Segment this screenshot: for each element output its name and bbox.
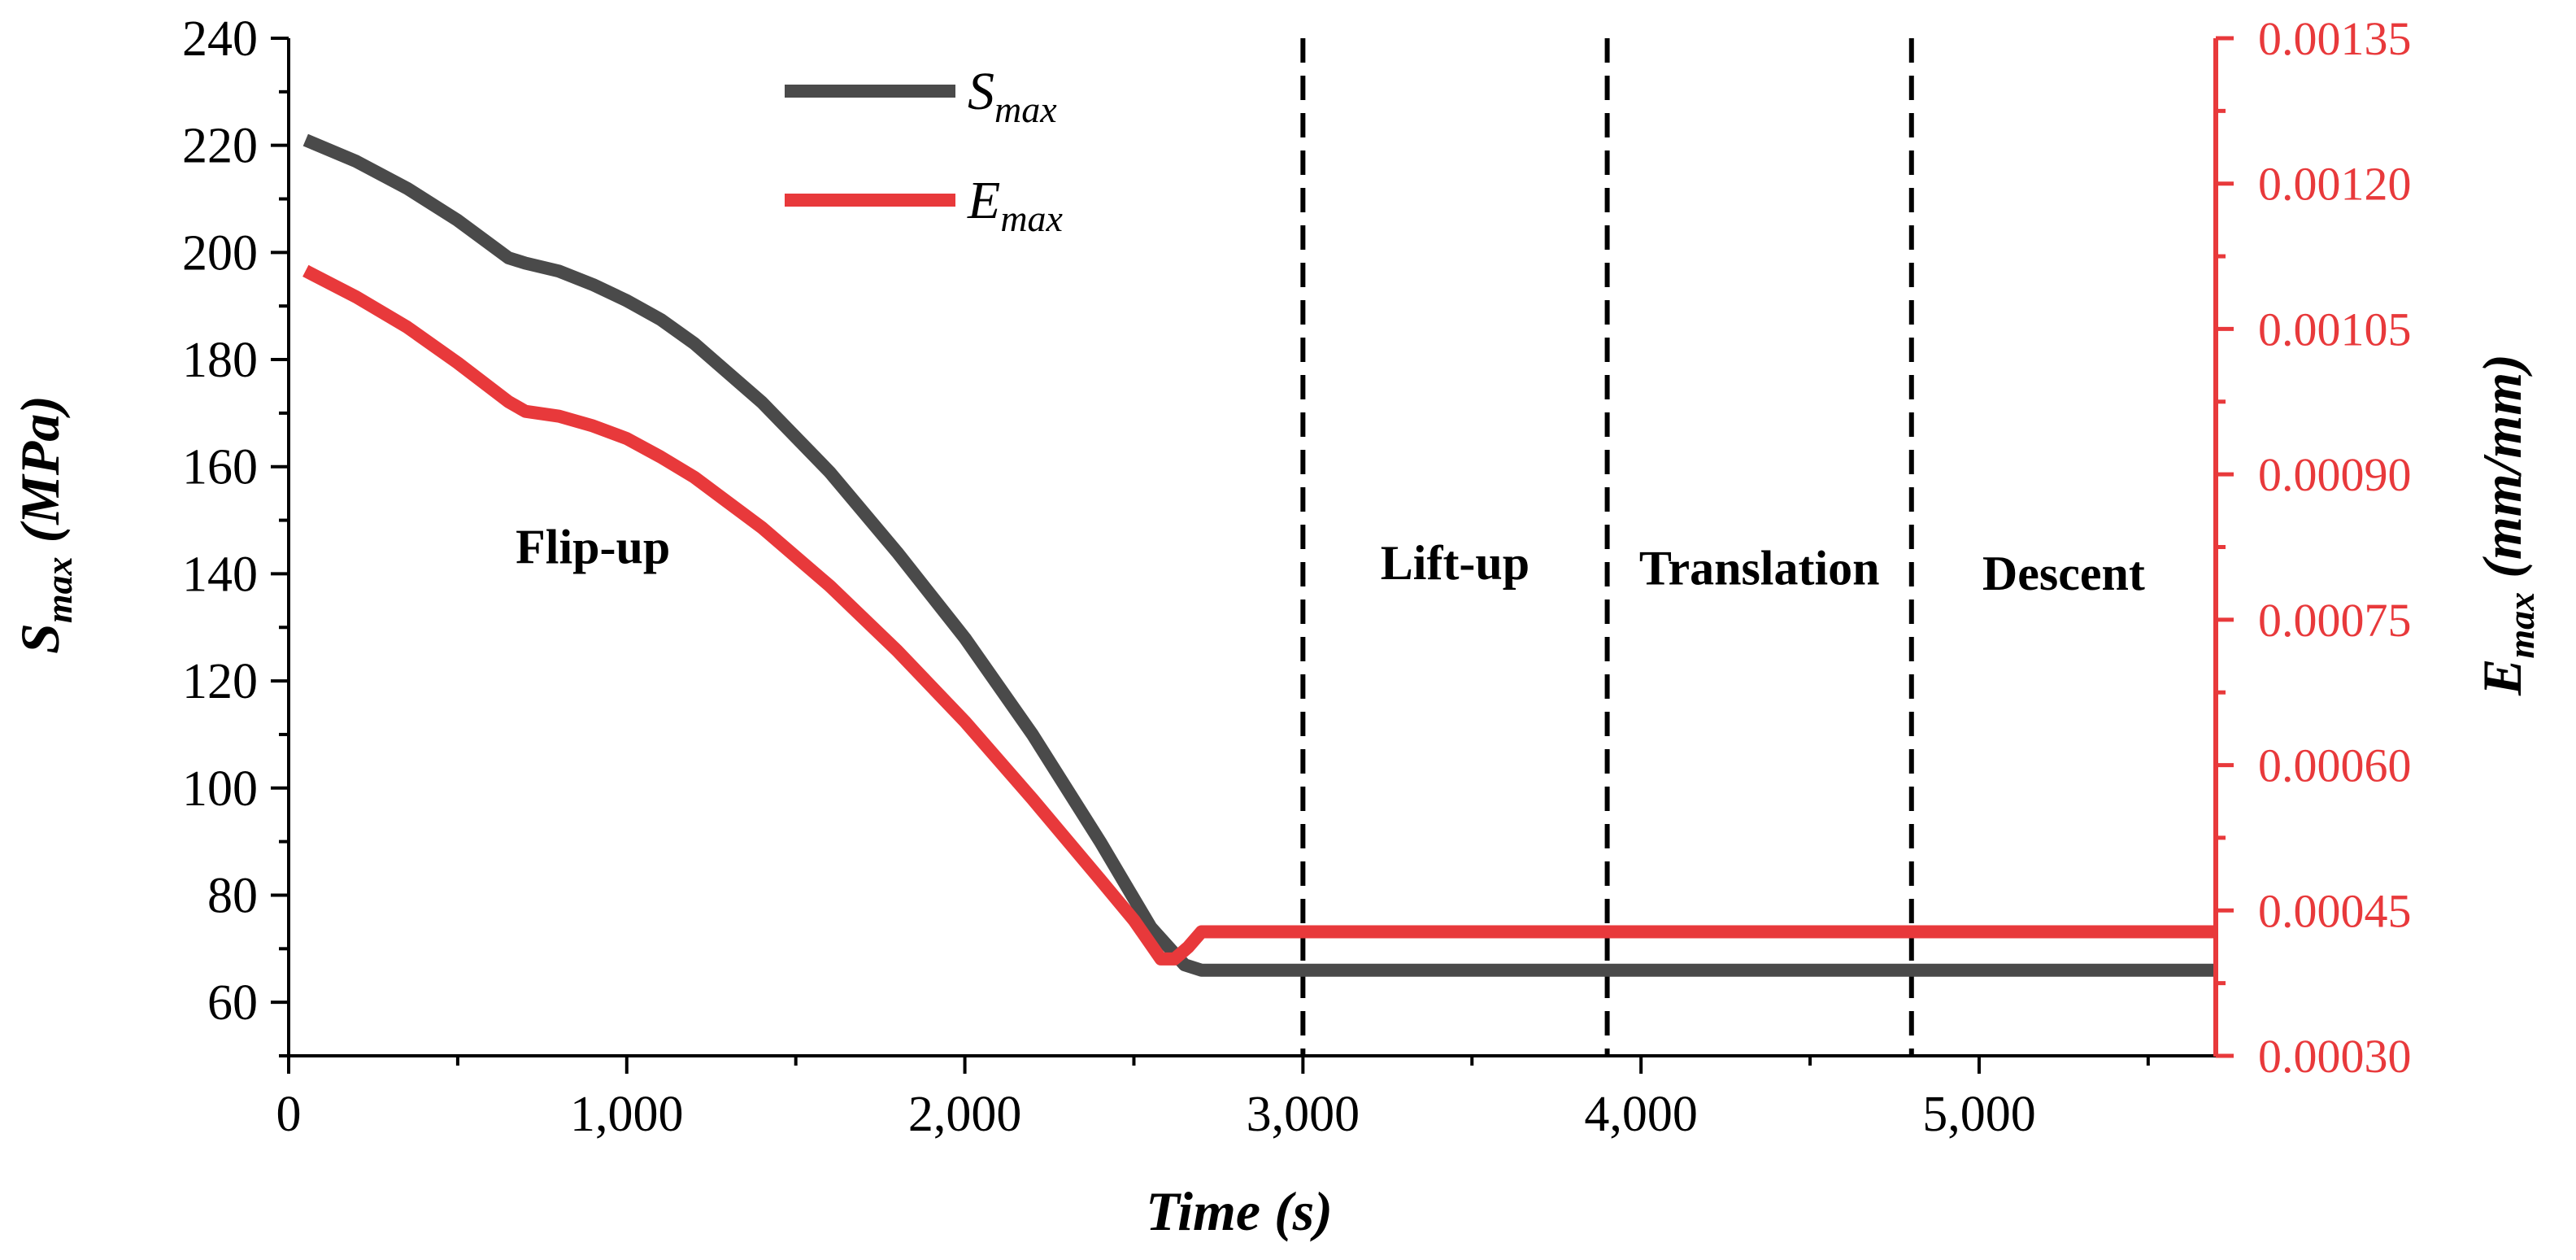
y-right-title-unit: (mm/mm) bbox=[2471, 354, 2533, 592]
y-left-tick-label-6: 180 bbox=[182, 333, 258, 388]
x-tick-label-2: 2,000 bbox=[908, 1087, 1022, 1142]
y-right-tick-label-0: 0.00030 bbox=[2258, 1030, 2412, 1083]
x-tick-label-5: 5,000 bbox=[1922, 1087, 2036, 1142]
y-left-tick-label-1: 80 bbox=[207, 868, 258, 923]
y-left-tick-label-3: 120 bbox=[182, 654, 258, 709]
y-left-tick-label-7: 200 bbox=[182, 225, 258, 281]
y-right-tick-label-4: 0.00090 bbox=[2258, 448, 2412, 501]
y-left-tick-label-9: 240 bbox=[182, 11, 258, 67]
x-axis-title: Time (s) bbox=[1146, 1180, 1333, 1242]
y-right-title-main: E bbox=[2471, 659, 2533, 696]
legend-label-main: E bbox=[967, 171, 1000, 230]
phase-label-lift-up: Lift-up bbox=[1381, 536, 1530, 590]
phase-label-flip-up: Flip-up bbox=[516, 520, 670, 573]
y-right-title-sub: max bbox=[2500, 592, 2542, 659]
y-right-tick-label-2: 0.00060 bbox=[2258, 739, 2412, 792]
y-right-axis-title: Emax (mm/mm) bbox=[2471, 354, 2542, 696]
legend-label-sub: max bbox=[994, 89, 1057, 130]
y-left-axis-title: Smax (MPa) bbox=[9, 395, 80, 654]
y-right-tick-label-6: 0.00120 bbox=[2258, 158, 2412, 211]
y-right-tick-label-7: 0.00135 bbox=[2258, 12, 2412, 65]
y-left-tick-label-5: 160 bbox=[182, 440, 258, 495]
x-tick-label-3: 3,000 bbox=[1247, 1087, 1360, 1142]
y-right-tick-label-5: 0.00105 bbox=[2258, 303, 2412, 355]
series-lines bbox=[302, 133, 2216, 977]
phase-label-translation: Translation bbox=[1639, 542, 1880, 595]
x-tick-label-0: 0 bbox=[276, 1087, 302, 1142]
legend-label-e-max: Emax bbox=[967, 171, 1064, 239]
y-left-title-unit: (MPa) bbox=[9, 395, 71, 556]
y-left-tick-label-4: 140 bbox=[182, 547, 258, 602]
x-tick-label-1: 1,000 bbox=[570, 1087, 684, 1142]
legend-label-s-max: Smax bbox=[968, 62, 1057, 130]
phase-dividers bbox=[1300, 38, 1914, 1056]
y-left-title-main: S bbox=[9, 623, 71, 654]
y-left-tick-label-0: 60 bbox=[207, 975, 258, 1031]
y-right-tick-label-1: 0.00045 bbox=[2258, 884, 2412, 937]
legend-label-sub: max bbox=[1000, 198, 1063, 239]
y-left-title-sub: max bbox=[38, 556, 80, 623]
y-right-tick-label-3: 0.00075 bbox=[2258, 594, 2412, 647]
phase-label-descent: Descent bbox=[1982, 547, 2145, 600]
phase-labels: Flip-up Lift-up Translation Descent bbox=[516, 520, 2145, 600]
x-tick-label-4: 4,000 bbox=[1584, 1087, 1698, 1142]
series-line-s-max bbox=[302, 133, 2216, 977]
ticks: 0 1,000 2,000 3,000 4,000 5,000 60 80 100 120 140 1… bbox=[182, 11, 2412, 1142]
legend-label-main: S bbox=[968, 62, 994, 121]
series-line-e-max bbox=[302, 264, 2216, 966]
y-left-tick-label-8: 220 bbox=[182, 119, 258, 174]
y-left-tick-label-2: 100 bbox=[182, 761, 258, 817]
